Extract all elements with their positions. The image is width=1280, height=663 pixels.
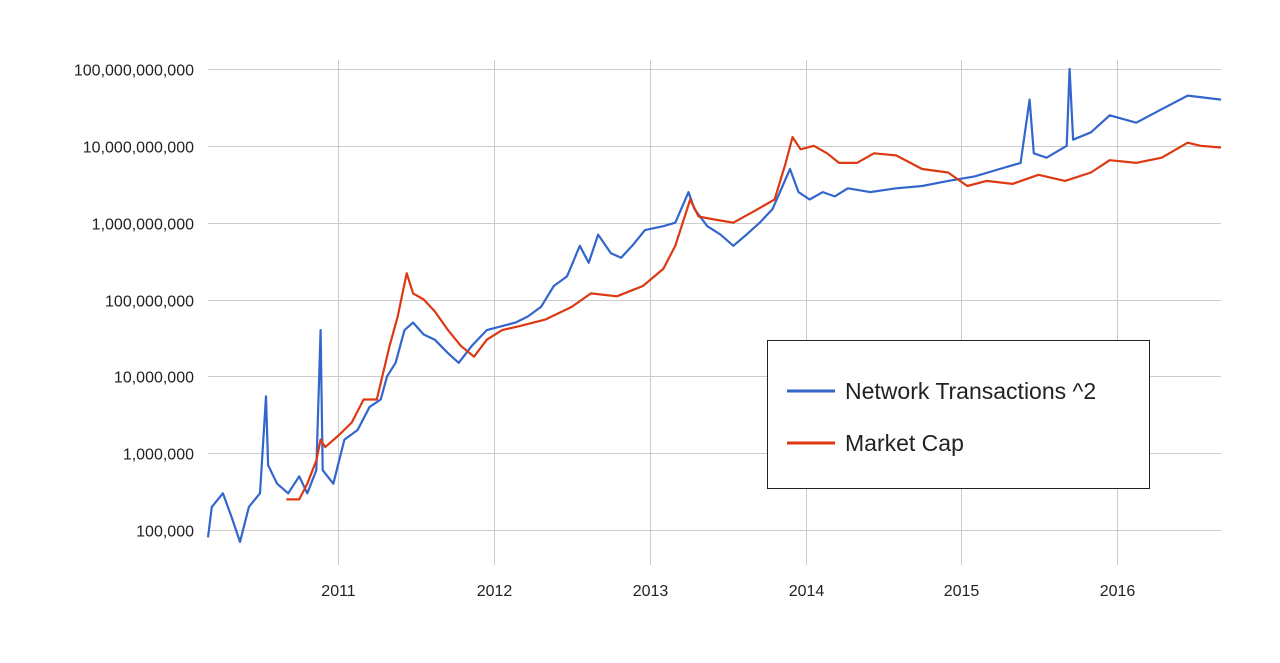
x-tick-label: 2015 — [944, 583, 980, 600]
grid-lines — [208, 60, 1221, 565]
legend: Network Transactions ^2 Market Cap — [767, 340, 1150, 489]
x-tick-label: 2012 — [477, 583, 513, 600]
y-tick-label: 100,000,000,000 — [74, 63, 194, 80]
y-tick-label: 100,000,000 — [105, 294, 194, 311]
series-lines — [206, 67, 1222, 543]
legend-label-market-cap: Market Cap — [845, 430, 964, 456]
series-line-network-transactions — [206, 67, 1222, 543]
legend-label-network-transactions: Network Transactions ^2 — [845, 378, 1096, 404]
x-axis-tick-labels: 2011 2012 2013 2014 2015 2016 — [321, 583, 1135, 600]
x-tick-label: 2013 — [633, 583, 669, 600]
x-tick-label: 2014 — [789, 583, 825, 600]
y-tick-label: 1,000,000,000 — [92, 217, 194, 234]
legend-box — [767, 340, 1150, 489]
x-tick-label: 2011 — [321, 583, 356, 600]
series-line-market-cap — [286, 136, 1222, 501]
y-tick-label: 10,000,000 — [114, 370, 194, 387]
y-tick-label: 10,000,000,000 — [83, 140, 194, 157]
x-tick-label: 2016 — [1100, 583, 1136, 600]
y-tick-label: 1,000,000 — [123, 447, 194, 464]
y-axis-tick-labels: 100,000 1,000,000 10,000,000 100,000,000 1,0… — [74, 63, 194, 541]
y-tick-label: 100,000 — [136, 524, 194, 541]
